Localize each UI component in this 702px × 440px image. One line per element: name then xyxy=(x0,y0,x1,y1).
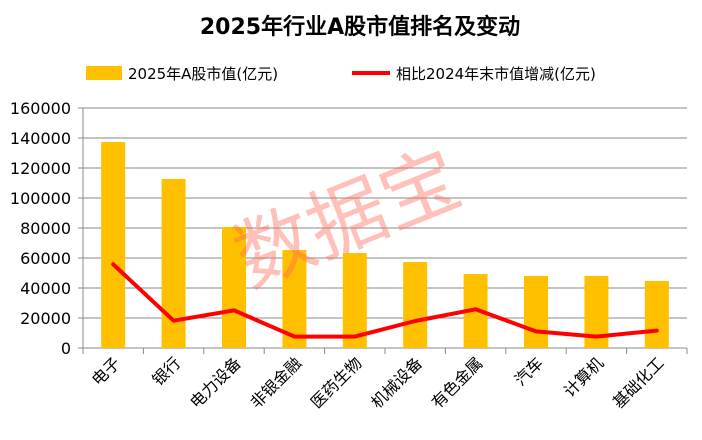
legend-bar-swatch xyxy=(86,66,122,80)
bar-电子 xyxy=(101,142,126,348)
y-tick-label: 0 xyxy=(61,339,71,358)
legend: 2025年A股市值(亿元) 相比2024年末市值增减(亿元) xyxy=(86,65,596,83)
bar-电力设备 xyxy=(222,226,246,348)
y-tick-label: 80000 xyxy=(20,219,71,238)
x-category-label: 机械设备 xyxy=(367,353,426,412)
y-tick-label: 140000 xyxy=(10,129,71,148)
y-tick-label: 100000 xyxy=(10,189,71,208)
x-category-label: 电子 xyxy=(88,353,124,389)
y-tick-label: 60000 xyxy=(20,249,71,268)
x-category-label: 有色金属 xyxy=(428,353,487,412)
chart-title: 2025年行业A股市值排名及变动 xyxy=(200,14,520,40)
x-category-label: 非银金融 xyxy=(247,353,306,412)
bar-机械设备 xyxy=(403,262,428,348)
x-category-label: 银行 xyxy=(148,353,184,389)
x-category-label: 基础化工 xyxy=(609,353,668,412)
y-tick-label: 20000 xyxy=(20,309,71,328)
change-line xyxy=(111,262,659,339)
y-tick-label: 160000 xyxy=(10,99,71,118)
x-category-label: 医药生物 xyxy=(307,353,366,412)
y-tick-label: 120000 xyxy=(10,159,71,178)
legend-line-label: 相比2024年末市值增减(亿元) xyxy=(396,65,596,83)
bar-基础化工 xyxy=(644,280,669,348)
bar-汽车 xyxy=(524,276,548,348)
y-tick-label: 40000 xyxy=(20,279,71,298)
x-category-label: 汽车 xyxy=(511,353,547,389)
x-category-label: 电力设备 xyxy=(186,353,245,412)
legend-bar-label: 2025年A股市值(亿元) xyxy=(128,65,278,83)
bar-医药生物 xyxy=(342,253,367,348)
x-category-label: 计算机 xyxy=(560,353,607,400)
